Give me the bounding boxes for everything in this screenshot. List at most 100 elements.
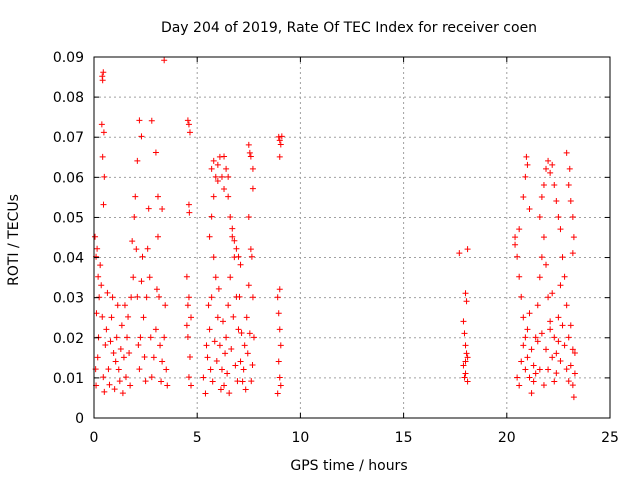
data-point bbox=[137, 334, 144, 341]
data-point bbox=[246, 330, 253, 337]
data-point bbox=[99, 313, 106, 320]
data-point bbox=[530, 362, 537, 369]
data-point bbox=[461, 374, 468, 381]
data-point bbox=[239, 378, 246, 385]
data-point bbox=[555, 314, 562, 321]
data-point bbox=[557, 282, 564, 289]
data-point bbox=[157, 342, 164, 349]
data-point bbox=[526, 206, 533, 213]
data-point bbox=[100, 374, 107, 381]
data-point bbox=[223, 165, 230, 172]
data-point bbox=[249, 185, 256, 192]
y-tick-label: 0.02 bbox=[53, 331, 84, 347]
axis-ticks bbox=[93, 56, 611, 419]
data-point bbox=[108, 314, 115, 321]
data-point bbox=[107, 338, 114, 345]
data-point bbox=[234, 378, 241, 385]
data-point bbox=[221, 185, 228, 192]
data-point bbox=[534, 302, 541, 309]
data-point bbox=[245, 141, 252, 148]
data-point bbox=[223, 334, 230, 341]
data-point bbox=[163, 366, 170, 373]
data-point bbox=[538, 193, 545, 200]
data-point bbox=[514, 374, 521, 381]
y-tick-label: 0.04 bbox=[53, 251, 84, 267]
data-point bbox=[161, 334, 168, 341]
data-point bbox=[220, 318, 226, 325]
data-point bbox=[134, 157, 141, 164]
data-point bbox=[185, 294, 192, 301]
data-point bbox=[549, 290, 556, 297]
data-point bbox=[207, 366, 214, 373]
data-point bbox=[185, 121, 192, 128]
data-points bbox=[92, 57, 578, 401]
data-point bbox=[212, 274, 219, 281]
data-point bbox=[522, 366, 529, 373]
data-point bbox=[143, 294, 150, 301]
data-point bbox=[146, 274, 153, 281]
data-point bbox=[549, 161, 556, 168]
data-point bbox=[138, 133, 145, 140]
data-point bbox=[249, 362, 256, 369]
data-point bbox=[104, 289, 111, 296]
data-point bbox=[237, 358, 244, 365]
data-point bbox=[150, 354, 157, 361]
data-point bbox=[514, 253, 521, 260]
data-point bbox=[250, 334, 257, 341]
data-point bbox=[524, 326, 531, 333]
y-tick-label: 0.09 bbox=[53, 50, 84, 66]
data-point bbox=[518, 358, 525, 365]
data-point bbox=[235, 326, 242, 333]
y-tick-label: 0 bbox=[75, 411, 84, 427]
data-point bbox=[460, 318, 467, 325]
data-point bbox=[208, 294, 215, 301]
data-point bbox=[209, 378, 216, 385]
data-point bbox=[185, 201, 192, 208]
data-point bbox=[526, 374, 533, 381]
data-point bbox=[516, 226, 523, 233]
data-point bbox=[569, 214, 576, 221]
data-point bbox=[188, 314, 195, 321]
data-point bbox=[526, 310, 533, 317]
data-point bbox=[212, 173, 219, 180]
data-point bbox=[200, 374, 207, 381]
data-point bbox=[566, 165, 573, 172]
data-point bbox=[164, 382, 171, 389]
data-point bbox=[98, 282, 105, 289]
data-point bbox=[277, 141, 284, 148]
data-point bbox=[246, 149, 253, 156]
data-point bbox=[528, 346, 535, 353]
data-point bbox=[512, 234, 519, 241]
data-point bbox=[540, 234, 547, 241]
data-point bbox=[557, 358, 564, 365]
data-point bbox=[522, 334, 529, 341]
data-point bbox=[97, 262, 104, 269]
data-point bbox=[538, 254, 545, 261]
data-point bbox=[230, 313, 237, 320]
data-point bbox=[276, 374, 283, 381]
data-point bbox=[130, 274, 137, 281]
data-point bbox=[227, 214, 234, 221]
data-point bbox=[563, 302, 570, 309]
data-point bbox=[222, 350, 229, 357]
data-point bbox=[184, 117, 191, 124]
data-point bbox=[153, 286, 160, 293]
data-point bbox=[277, 342, 284, 349]
data-point bbox=[229, 233, 236, 240]
data-point bbox=[565, 334, 572, 341]
data-point bbox=[154, 193, 161, 200]
data-point bbox=[520, 193, 527, 200]
data-point bbox=[559, 322, 566, 329]
data-point bbox=[152, 149, 159, 156]
data-point bbox=[563, 366, 570, 373]
data-point bbox=[569, 346, 576, 353]
data-point bbox=[553, 370, 560, 377]
data-point bbox=[228, 346, 235, 353]
data-point bbox=[125, 313, 132, 320]
x-tick-label: 15 bbox=[395, 430, 413, 446]
data-point bbox=[100, 129, 107, 136]
data-point bbox=[117, 346, 124, 353]
data-point bbox=[140, 314, 147, 321]
data-point bbox=[532, 334, 539, 341]
data-point bbox=[92, 233, 99, 240]
